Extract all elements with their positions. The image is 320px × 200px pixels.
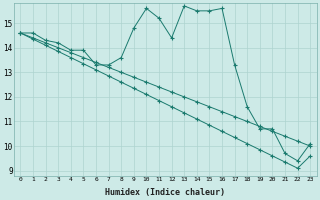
X-axis label: Humidex (Indice chaleur): Humidex (Indice chaleur) [105,188,225,197]
